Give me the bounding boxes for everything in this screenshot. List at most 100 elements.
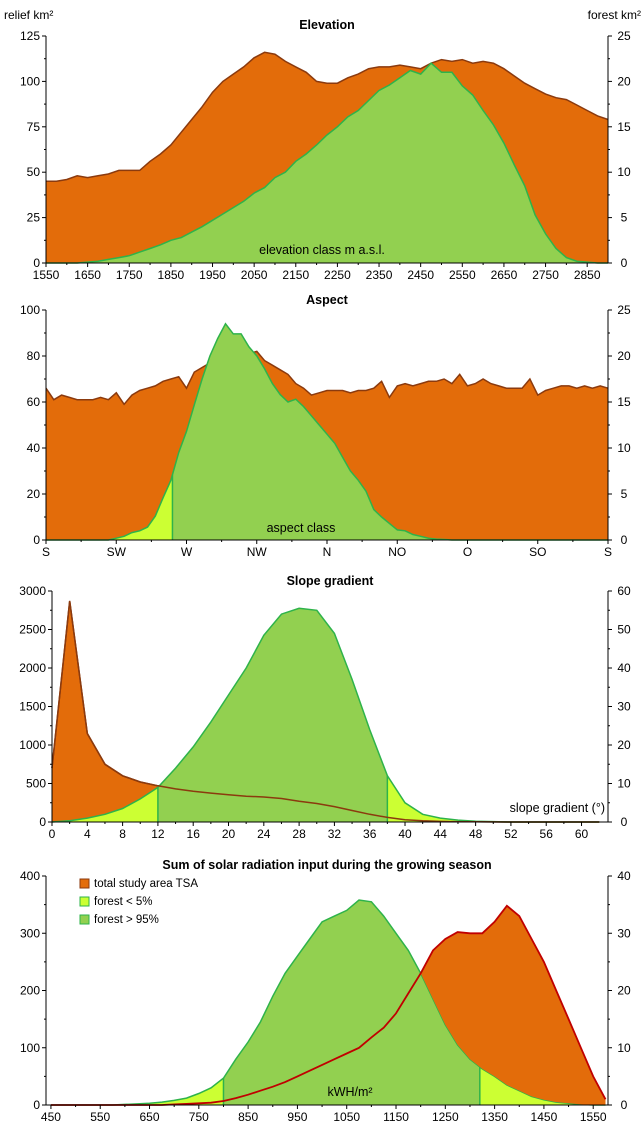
radiation-xtick-label: 550 bbox=[90, 1110, 110, 1124]
aspect-xtick-label: S bbox=[604, 545, 612, 559]
elevation-xtick-label: 1950 bbox=[199, 268, 226, 282]
aspect-ytick-right-label: 0 bbox=[621, 533, 628, 547]
aspect-xtick-label: NW bbox=[247, 545, 268, 559]
slope-xtick-label: 60 bbox=[575, 827, 589, 841]
legend-swatch-relief bbox=[79, 878, 90, 889]
aspect-xtick-label: W bbox=[181, 545, 193, 559]
slope-ytick-left-label: 500 bbox=[26, 777, 46, 791]
radiation-title: Sum of solar radiation input during the … bbox=[162, 858, 491, 872]
radiation-xtick-label: 1450 bbox=[531, 1110, 558, 1124]
aspect-forest-area bbox=[46, 323, 608, 540]
elevation-forest-line bbox=[46, 62, 608, 264]
slope-xtick-label: 12 bbox=[151, 827, 165, 841]
radiation-xtick-label: 1350 bbox=[481, 1110, 508, 1124]
radiation-xtick-label: 1050 bbox=[333, 1110, 360, 1124]
elevation-xtick-label: 1850 bbox=[158, 268, 185, 282]
elevation-ytick-left-label: 50 bbox=[27, 165, 41, 179]
elevation-xtick-label: 1550 bbox=[33, 268, 60, 282]
slope-ytick-right-label: 10 bbox=[617, 777, 631, 791]
elevation-xtick-label: 2250 bbox=[324, 268, 351, 282]
aspect-ytick-right-label: 5 bbox=[621, 487, 628, 501]
slope-ytick-left-label: 1000 bbox=[19, 738, 46, 752]
radiation-ytick-left-label: 400 bbox=[20, 869, 40, 883]
elevation-ytick-left-label: 0 bbox=[33, 256, 40, 270]
aspect-title: Aspect bbox=[306, 293, 349, 307]
slope-xlabel: slope gradient (°) bbox=[510, 801, 605, 815]
elevation-xtick-label: 2350 bbox=[366, 268, 393, 282]
legend-label-relief: total study area TSA bbox=[94, 878, 198, 890]
slope-ytick-left-label: 2000 bbox=[19, 661, 46, 675]
radiation-xtick-label: 1250 bbox=[432, 1110, 459, 1124]
elevation-ytick-left-label: 100 bbox=[20, 74, 40, 88]
aspect-ytick-left-label: 60 bbox=[27, 395, 41, 409]
aspect-lowforest-area-0 bbox=[46, 474, 173, 540]
radiation-relief-area bbox=[50, 905, 606, 1105]
slope-ytick-right-label: 40 bbox=[617, 661, 631, 675]
elevation-xtick-label: 2850 bbox=[574, 268, 601, 282]
aspect-ytick-left-label: 0 bbox=[33, 533, 40, 547]
legend-swatch-lowforest bbox=[79, 896, 90, 907]
radiation-xtick-label: 450 bbox=[41, 1110, 61, 1124]
elevation-ytick-right-label: 5 bbox=[621, 211, 628, 225]
aspect-xtick-label: O bbox=[463, 545, 472, 559]
radiation-xtick-label: 1550 bbox=[580, 1110, 607, 1124]
legend-label-forest: forest > 95% bbox=[94, 914, 159, 926]
slope-lowforest-area-0 bbox=[52, 787, 158, 822]
aspect-ytick-right-label: 20 bbox=[617, 349, 631, 363]
elevation-ytick-left-label: 125 bbox=[20, 29, 40, 43]
slope-xtick-label: 44 bbox=[434, 827, 448, 841]
radiation-ytick-left-label: 300 bbox=[20, 926, 40, 940]
slope-lowforest-area-1 bbox=[387, 775, 608, 822]
aspect-ytick-left-label: 40 bbox=[27, 441, 41, 455]
slope-xtick-label: 20 bbox=[222, 827, 236, 841]
radiation-chart: Sum of solar radiation input during the … bbox=[20, 858, 631, 1124]
aspect-ytick-left-label: 80 bbox=[27, 349, 41, 363]
slope-xtick-label: 8 bbox=[119, 827, 126, 841]
elevation-xtick-label: 2750 bbox=[532, 268, 559, 282]
aspect-ytick-left-label: 20 bbox=[27, 487, 41, 501]
elevation-xtick-label: 2050 bbox=[241, 268, 268, 282]
slope-chart: Slope gradient05001000150020002500300001… bbox=[19, 574, 631, 841]
radiation-ytick-right-label: 10 bbox=[617, 1041, 631, 1055]
slope-ytick-right-label: 50 bbox=[617, 623, 631, 637]
elevation-xlabel: elevation class m a.s.l. bbox=[259, 243, 385, 257]
slope-xtick-label: 28 bbox=[292, 827, 306, 841]
elevation-xtick-label: 2450 bbox=[407, 268, 434, 282]
radiation-forest-area bbox=[50, 900, 606, 1105]
aspect-xlabel: aspect class bbox=[267, 521, 336, 535]
slope-xtick-label: 24 bbox=[257, 827, 271, 841]
radiation-xtick-label: 950 bbox=[287, 1110, 307, 1124]
radiation-forest-line bbox=[50, 899, 606, 1106]
radiation-ytick-left-label: 100 bbox=[20, 1041, 40, 1055]
slope-ytick-right-label: 30 bbox=[617, 700, 631, 714]
radiation-ytick-left-label: 200 bbox=[20, 984, 40, 998]
aspect-xtick-label: SO bbox=[529, 545, 546, 559]
radiation-xtick-label: 650 bbox=[140, 1110, 160, 1124]
radiation-xtick-label: 750 bbox=[189, 1110, 209, 1124]
aspect-ytick-right-label: 25 bbox=[617, 303, 631, 317]
elevation-ytick-right-label: 10 bbox=[617, 165, 631, 179]
elevation-relief-line bbox=[46, 51, 609, 183]
elevation-ytick-right-label: 0 bbox=[621, 256, 628, 270]
slope-ytick-right-label: 20 bbox=[617, 738, 631, 752]
right-axis-unit: forest km² bbox=[588, 8, 641, 22]
legend-label-lowforest: forest < 5% bbox=[94, 896, 153, 908]
elevation-forest-area bbox=[46, 63, 608, 264]
radiation-ytick-right-label: 30 bbox=[617, 926, 631, 940]
slope-title: Slope gradient bbox=[287, 574, 375, 588]
left-axis-unit: relief km² bbox=[4, 8, 53, 22]
slope-xtick-label: 52 bbox=[504, 827, 518, 841]
slope-xtick-label: 4 bbox=[84, 827, 91, 841]
elevation-ytick-right-label: 15 bbox=[617, 120, 631, 134]
radiation-ytick-right-label: 20 bbox=[617, 984, 631, 998]
elevation-ytick-right-label: 25 bbox=[617, 29, 631, 43]
elevation-ytick-left-label: 75 bbox=[27, 120, 41, 134]
radiation-xtick-label: 1150 bbox=[383, 1110, 409, 1124]
aspect-xtick-label: S bbox=[42, 545, 50, 559]
aspect-chart: Aspect 0 20 40 60 80 100 0 5 10 15 20 25 S SW W NW N NO O SO… bbox=[20, 293, 631, 559]
radiation-lowforest-area-1 bbox=[479, 1067, 608, 1105]
slope-relief-area bbox=[52, 601, 600, 822]
aspect-xtick-label: N bbox=[323, 545, 332, 559]
